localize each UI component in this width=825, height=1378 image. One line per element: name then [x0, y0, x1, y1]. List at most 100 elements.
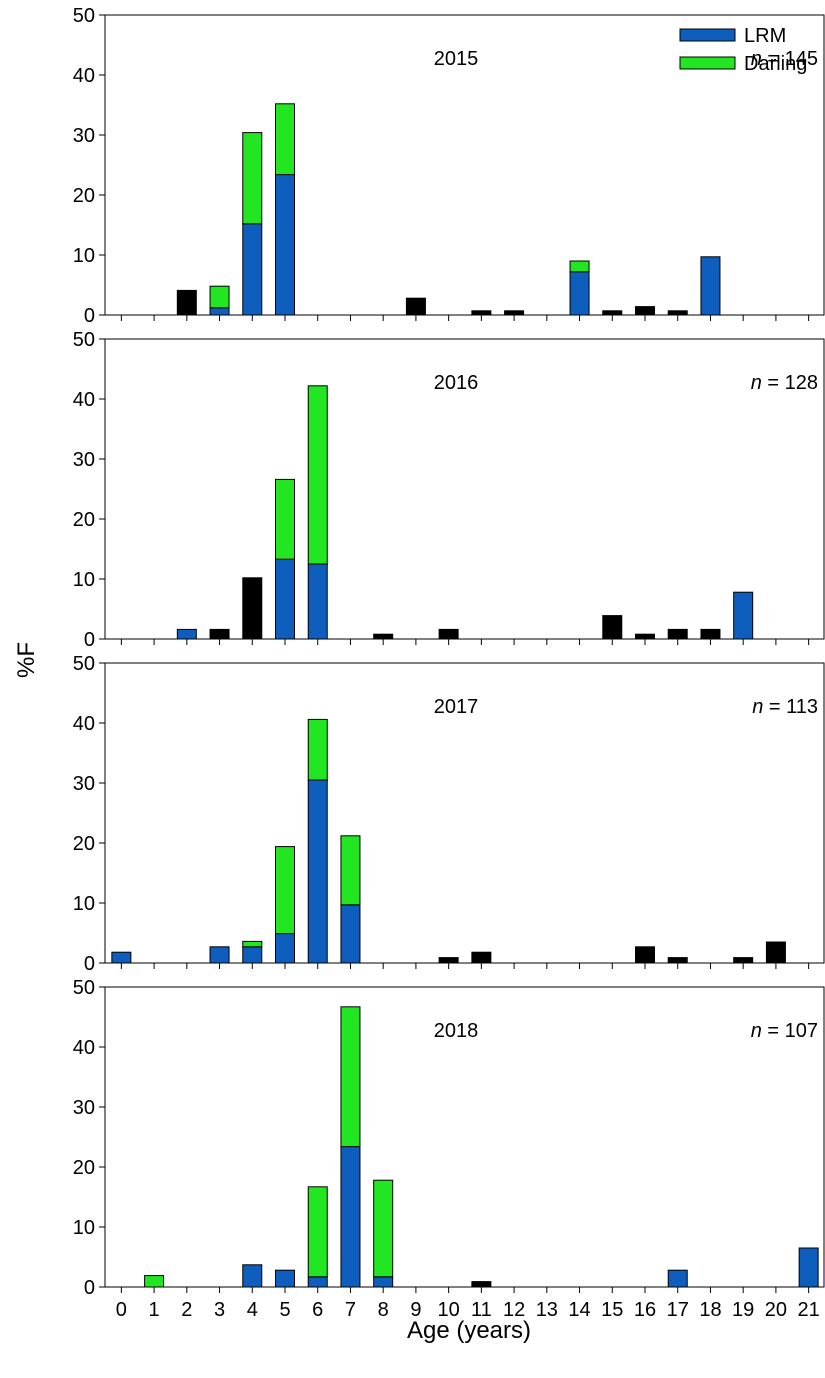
y-tick-label: 0	[84, 1277, 95, 1299]
y-tick-label: 0	[84, 629, 95, 651]
y-tick-label: 20	[73, 833, 95, 855]
bar-other-2016-age-16	[636, 634, 655, 639]
bar-lrm-2015-age-18	[701, 257, 720, 315]
bar-lrm-2018-age-8	[374, 1277, 393, 1287]
bar-lrm-2015-age-3	[210, 308, 229, 315]
bar-lrm-2017-age-4	[243, 947, 262, 963]
bar-other-2017-age-11	[472, 952, 491, 963]
bar-darling-2017-age-4	[243, 941, 262, 946]
x-tick-label: 19	[732, 1299, 754, 1321]
legend-label-lrm: LRM	[744, 25, 786, 47]
y-axis-label: %F	[13, 642, 40, 678]
legend-swatch-darling	[680, 57, 735, 69]
x-tick-label: 21	[798, 1299, 820, 1321]
panel-title: 2017	[434, 696, 479, 718]
y-tick-label: 20	[73, 509, 95, 531]
bar-darling-2018-age-7	[341, 1007, 360, 1147]
panel-title: 2015	[434, 48, 479, 70]
sample-size-symbol: n	[751, 1020, 762, 1042]
bar-lrm-2017-age-6	[308, 780, 327, 963]
x-tick-label: 1	[149, 1299, 160, 1321]
sample-size-symbol: n	[751, 372, 762, 394]
x-tick-label: 9	[410, 1299, 421, 1321]
y-tick-label: 40	[73, 389, 95, 411]
y-tick-label: 10	[73, 245, 95, 267]
bar-darling-2018-age-8	[374, 1180, 393, 1277]
bar-other-2015-age-2	[177, 290, 196, 315]
bar-other-2015-age-15	[603, 311, 622, 315]
y-tick-label: 10	[73, 569, 95, 591]
bar-darling-2015-age-5	[276, 104, 295, 175]
x-tick-label: 18	[699, 1299, 721, 1321]
x-axis-label: Age (years)	[407, 1317, 531, 1344]
y-tick-label: 0	[84, 953, 95, 975]
bar-lrm-2016-age-5	[276, 559, 295, 639]
x-tick-label: 7	[345, 1299, 356, 1321]
panel-title: 2016	[434, 372, 479, 394]
bar-darling-2017-age-7	[341, 836, 360, 905]
bar-darling-2018-age-1	[145, 1276, 164, 1287]
bar-darling-2015-age-14	[570, 261, 589, 272]
x-tick-label: 17	[667, 1299, 689, 1321]
y-tick-label: 40	[73, 1037, 95, 1059]
bar-lrm-2016-age-2	[177, 629, 196, 639]
x-tick-label: 14	[568, 1299, 590, 1321]
x-tick-label: 3	[214, 1299, 225, 1321]
bar-darling-2017-age-6	[308, 719, 327, 780]
y-tick-label: 40	[73, 65, 95, 87]
y-tick-label: 30	[73, 449, 95, 471]
x-tick-label: 4	[247, 1299, 258, 1321]
x-tick-label: 13	[536, 1299, 558, 1321]
bar-lrm-2015-age-5	[276, 175, 295, 315]
bar-other-2017-age-20	[766, 942, 785, 963]
bar-lrm-2017-age-7	[341, 905, 360, 963]
bar-other-2016-age-3	[210, 629, 229, 639]
y-tick-label: 20	[73, 185, 95, 207]
bar-other-2016-age-8	[374, 634, 393, 639]
bar-other-2017-age-16	[636, 947, 655, 963]
bar-darling-2015-age-4	[243, 133, 262, 224]
bar-lrm-2016-age-19	[734, 592, 753, 639]
bar-lrm-2018-age-4	[243, 1265, 262, 1287]
bar-lrm-2017-age-3	[210, 947, 229, 963]
sample-size-value: = 128	[762, 372, 818, 394]
bar-other-2016-age-4	[243, 578, 262, 639]
x-tick-label: 11	[471, 1299, 492, 1321]
bar-darling-2017-age-5	[276, 847, 295, 934]
x-tick-label: 8	[378, 1299, 389, 1321]
x-tick-label: 10	[438, 1299, 460, 1321]
y-tick-label: 20	[73, 1157, 95, 1179]
legend-swatch-lrm	[680, 29, 735, 41]
x-tick-label: 20	[765, 1299, 787, 1321]
bar-lrm-2017-age-5	[276, 934, 295, 963]
x-tick-label: 5	[279, 1299, 290, 1321]
y-tick-label: 10	[73, 1217, 95, 1239]
bar-other-2016-age-15	[603, 616, 622, 639]
bar-other-2015-age-11	[472, 311, 491, 315]
y-tick-label: 50	[73, 977, 95, 999]
bar-other-2018-age-11	[472, 1282, 491, 1287]
sample-size-label: n = 107	[751, 1020, 818, 1042]
y-tick-label: 30	[73, 1097, 95, 1119]
bar-lrm-2018-age-21	[799, 1248, 818, 1287]
sample-size-value: = 107	[762, 1020, 818, 1042]
y-tick-label: 40	[73, 713, 95, 735]
x-tick-label: 15	[601, 1299, 623, 1321]
y-tick-label: 10	[73, 893, 95, 915]
bar-other-2015-age-17	[668, 311, 687, 315]
y-tick-label: 50	[73, 5, 95, 27]
bar-lrm-2015-age-14	[570, 272, 589, 315]
y-tick-label: 30	[73, 125, 95, 147]
bar-other-2015-age-12	[505, 311, 524, 315]
bar-lrm-2018-age-5	[276, 1270, 295, 1287]
x-tick-label: 2	[181, 1299, 192, 1321]
sample-size-label: n = 128	[751, 372, 818, 394]
bar-other-2017-age-10	[439, 958, 458, 963]
sample-size-value: = 113	[763, 696, 818, 718]
bar-lrm-2015-age-4	[243, 224, 262, 315]
bar-lrm-2018-age-6	[308, 1277, 327, 1287]
y-tick-label: 50	[73, 329, 95, 351]
y-tick-label: 50	[73, 653, 95, 675]
x-tick-label: 6	[312, 1299, 323, 1321]
